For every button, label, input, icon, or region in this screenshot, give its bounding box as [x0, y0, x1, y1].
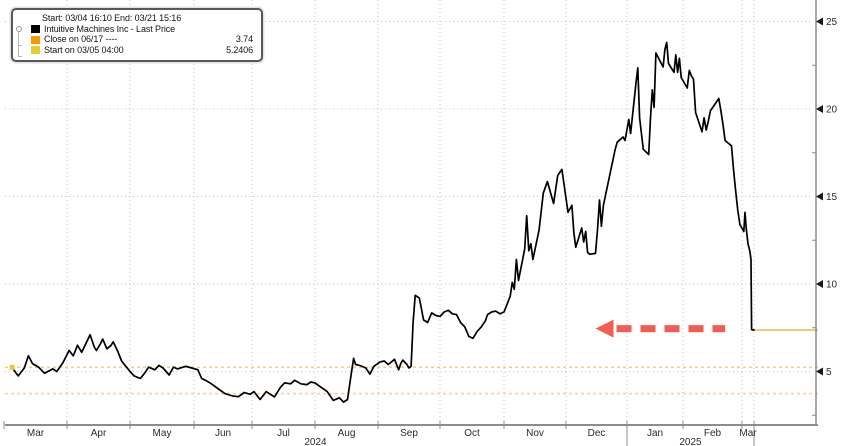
start-point-marker	[9, 364, 15, 370]
y-tick-arrow-icon	[816, 17, 823, 26]
x-axis-month-label: Jan	[647, 428, 663, 439]
x-axis-month-labels: Mar Apr May Jun Jul Aug Sep Oct Nov Dec Jan Feb Mar 2…	[27, 428, 757, 446]
y-tick-arrow-icon	[816, 105, 823, 113]
legend-tree-branch	[18, 45, 22, 46]
legend-tree-node-icon	[16, 26, 22, 32]
legend-box[interactable]: Start: 03/04 16:10 End: 03/21 15:16 Intu…	[11, 8, 263, 62]
arrow-head-icon	[595, 319, 614, 338]
axes	[3, 0, 823, 446]
x-axis-month-label: May	[153, 428, 172, 439]
legend-item-value: 5.2406	[226, 44, 253, 55]
y-tick-arrow-icon	[816, 192, 823, 201]
legend-tree-branch	[18, 56, 22, 57]
y-tick-arrow-icon	[816, 367, 823, 376]
legend-tree-line	[18, 32, 19, 57]
legend-item-last-price: Intuitive Machines Inc - Last Price	[31, 24, 255, 35]
start-line-swatch-icon	[31, 46, 40, 55]
legend-item-label: Close on 06/17 ----	[44, 34, 118, 45]
y-axis-price-label: 5	[826, 367, 832, 378]
legend-item-close-line: Close on 06/17 ---- 3.74	[31, 34, 255, 46]
legend-item-value: 3.74	[235, 34, 253, 45]
y-tick-arrow-icon	[816, 280, 823, 288]
x-axis-month-label: Oct	[464, 428, 480, 439]
crash-arrow	[595, 319, 726, 338]
legend-item-start-line: Start on 03/05 04:00 5.2406	[31, 45, 255, 56]
x-axis-year-label: 2024	[304, 437, 327, 446]
horizontal-gridlines	[5, 21, 812, 372]
y-axis-price-labels: 5 10 15 20 25	[826, 17, 838, 378]
x-axis-month-label: Apr	[91, 428, 107, 439]
y-axis-price-label: 10	[826, 280, 838, 291]
close-line-swatch-icon	[31, 35, 40, 44]
price-line-series	[11, 41, 755, 403]
x-axis-month-label: Aug	[338, 428, 356, 439]
y-axis-price-label: 25	[826, 17, 838, 28]
x-axis-month-label: Mar	[739, 428, 757, 439]
x-axis-month-label: Jul	[277, 428, 290, 439]
series-swatch-icon	[31, 25, 40, 34]
x-axis-month-label: Jun	[215, 428, 231, 439]
legend-item-label: Intuitive Machines Inc - Last Price	[44, 23, 176, 34]
start-marker-icon	[9, 364, 15, 370]
y-axis-price-label: 20	[826, 105, 838, 116]
vertical-gridlines	[66, 0, 755, 425]
reference-lines	[5, 329, 818, 395]
x-axis-month-label: Feb	[704, 428, 722, 439]
y-axis-price-label: 15	[826, 192, 838, 203]
x-axis-month-label: Nov	[526, 428, 544, 439]
legend-item-label: Start on 03/05 04:00	[44, 44, 124, 55]
x-axis-year-label: 2025	[679, 437, 702, 446]
x-axis-month-label: Sep	[400, 428, 418, 439]
last-price-series-line	[11, 41, 755, 403]
legend-date-range: Start: 03/04 16:10 End: 03/21 15:16	[42, 13, 182, 23]
x-axis-month-label: Mar	[27, 428, 45, 439]
x-axis-month-label: Dec	[588, 428, 606, 439]
